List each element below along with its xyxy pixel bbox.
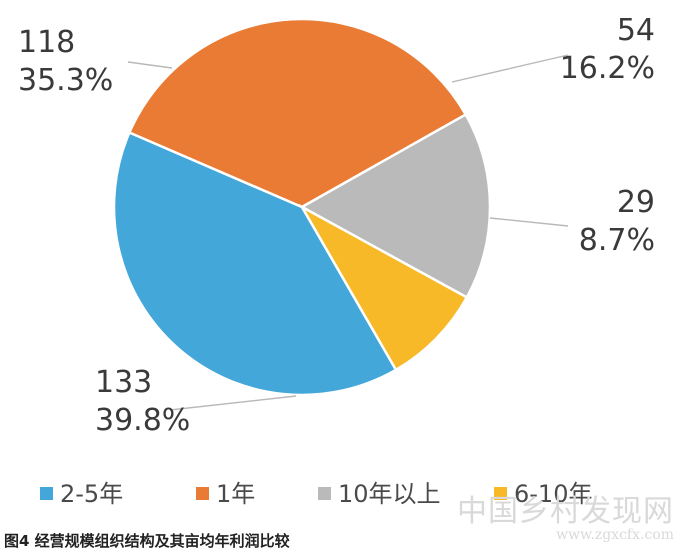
legend-swatch-3 [318, 487, 331, 500]
legend-label-4: 6-10年 [514, 480, 592, 508]
pie-slice-3 [299, 112, 492, 300]
percent-label-3: 16.2% [560, 51, 655, 86]
leader-line-3 [451, 54, 569, 83]
legend-label-2: 1年 [216, 480, 255, 508]
legend: 2-5年 1年 10年以上 6-10年 [40, 480, 592, 508]
watermark-url: www.zgxcfx.com [556, 526, 674, 543]
legend-swatch-2 [196, 487, 209, 500]
legend-swatch-4 [494, 487, 507, 500]
leader-line-2 [127, 61, 173, 69]
pie-slice-4 [298, 203, 469, 372]
figure-caption: 图4 经营规模组织结构及其亩均年利润比较 [4, 532, 290, 550]
leader-line-1 [169, 395, 297, 411]
legend-swatch-1 [40, 487, 53, 500]
percent-label-2: 35.3% [18, 63, 113, 98]
pie-slice-1 [112, 130, 398, 397]
watermark-text: 中国乡村发现网 [457, 494, 674, 529]
value-label-3: 54 [617, 13, 655, 48]
percent-label-1: 39.8% [95, 403, 190, 438]
percent-label-4: 8.7% [579, 223, 655, 258]
leader-line-4 [489, 217, 569, 227]
legend-label-1: 2-5年 [60, 480, 123, 508]
value-label-2: 118 [18, 25, 75, 60]
value-label-4: 29 [617, 185, 655, 220]
watermark: 中国乡村发现网 www.zgxcfx.com [457, 496, 674, 542]
value-label-1: 133 [95, 365, 152, 400]
pie-slice-2 [127, 17, 468, 209]
legend-label-3: 10年以上 [338, 480, 441, 508]
